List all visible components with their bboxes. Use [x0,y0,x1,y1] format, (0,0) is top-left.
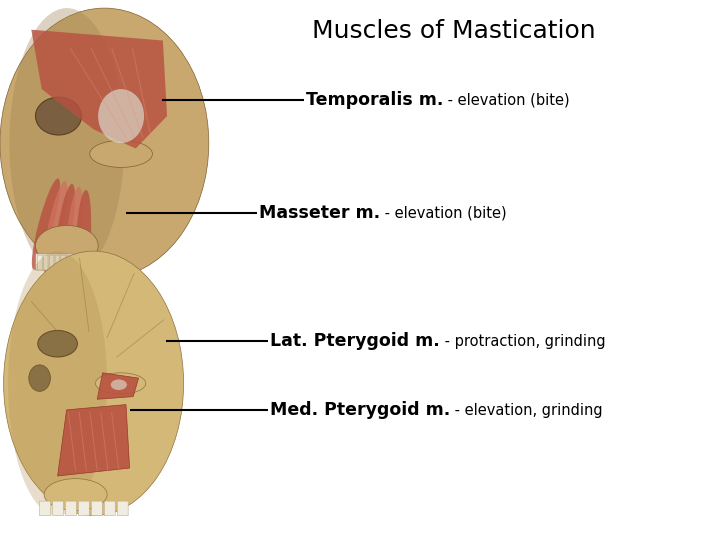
Ellipse shape [76,190,91,284]
Polygon shape [58,404,130,476]
FancyBboxPatch shape [61,255,66,270]
Ellipse shape [9,8,125,278]
Text: - elevation, grinding: - elevation, grinding [450,403,603,418]
Ellipse shape [90,140,153,167]
Ellipse shape [0,8,209,278]
FancyBboxPatch shape [104,501,115,516]
Ellipse shape [55,184,75,277]
Ellipse shape [29,365,50,392]
Ellipse shape [4,251,184,516]
Ellipse shape [35,97,81,135]
Ellipse shape [66,187,83,281]
FancyBboxPatch shape [66,501,76,516]
FancyBboxPatch shape [91,501,102,516]
Ellipse shape [35,226,98,266]
Ellipse shape [98,89,144,143]
Text: Temporalis m.: Temporalis m. [306,91,444,109]
Text: - elevation (bite): - elevation (bite) [380,206,507,221]
FancyBboxPatch shape [35,254,73,270]
FancyBboxPatch shape [43,255,48,270]
Text: Med. Pterygoid m.: Med. Pterygoid m. [270,401,450,420]
Ellipse shape [43,181,68,274]
FancyBboxPatch shape [53,501,63,516]
Ellipse shape [95,373,145,394]
Polygon shape [32,30,167,148]
Text: - elevation (bite): - elevation (bite) [444,92,570,107]
Ellipse shape [8,251,107,516]
Ellipse shape [32,178,60,270]
Text: - protraction, grinding: - protraction, grinding [440,334,606,349]
Text: Muscles of Mastication: Muscles of Mastication [312,19,595,43]
Polygon shape [97,373,139,399]
FancyBboxPatch shape [117,501,128,516]
Text: Lat. Pterygoid m.: Lat. Pterygoid m. [270,332,440,350]
Ellipse shape [111,380,127,390]
FancyBboxPatch shape [37,255,42,270]
FancyBboxPatch shape [49,255,54,270]
FancyBboxPatch shape [40,501,50,516]
Ellipse shape [44,478,107,510]
Text: Masseter m.: Masseter m. [259,204,380,222]
Ellipse shape [38,330,78,357]
FancyBboxPatch shape [55,255,60,270]
FancyBboxPatch shape [78,501,89,516]
FancyBboxPatch shape [67,255,71,270]
